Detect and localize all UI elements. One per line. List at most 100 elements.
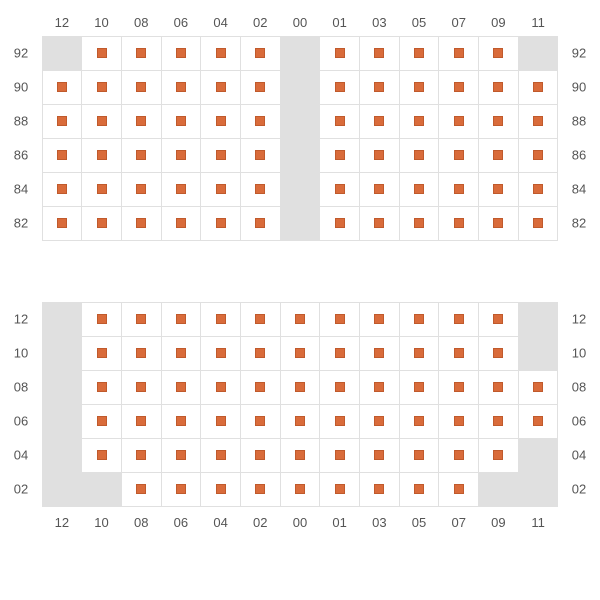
seat-cell[interactable] bbox=[81, 404, 122, 439]
seat-cell[interactable] bbox=[438, 336, 479, 371]
seat-cell[interactable] bbox=[478, 206, 519, 241]
seat-cell[interactable] bbox=[200, 70, 241, 105]
seat-cell[interactable] bbox=[478, 404, 519, 439]
seat-cell[interactable] bbox=[240, 302, 281, 337]
seat-cell[interactable] bbox=[359, 302, 400, 337]
seat-cell[interactable] bbox=[200, 370, 241, 405]
seat-cell[interactable] bbox=[359, 206, 400, 241]
seat-cell[interactable] bbox=[518, 104, 559, 139]
seat-cell[interactable] bbox=[399, 370, 440, 405]
seat-cell[interactable] bbox=[518, 206, 559, 241]
seat-cell[interactable] bbox=[359, 472, 400, 507]
seat-cell[interactable] bbox=[478, 370, 519, 405]
seat-cell[interactable] bbox=[280, 336, 321, 371]
seat-cell[interactable] bbox=[438, 36, 479, 71]
seat-cell[interactable] bbox=[42, 70, 83, 105]
seat-cell[interactable] bbox=[359, 336, 400, 371]
seat-cell[interactable] bbox=[81, 336, 122, 371]
seat-cell[interactable] bbox=[161, 302, 202, 337]
seat-cell[interactable] bbox=[399, 206, 440, 241]
seat-cell[interactable] bbox=[280, 370, 321, 405]
seat-cell[interactable] bbox=[240, 104, 281, 139]
seat-cell[interactable] bbox=[81, 206, 122, 241]
seat-cell[interactable] bbox=[518, 138, 559, 173]
seat-cell[interactable] bbox=[200, 404, 241, 439]
seat-cell[interactable] bbox=[438, 302, 479, 337]
seat-cell[interactable] bbox=[161, 472, 202, 507]
seat-cell[interactable] bbox=[319, 206, 360, 241]
seat-cell[interactable] bbox=[121, 404, 162, 439]
seat-cell[interactable] bbox=[478, 36, 519, 71]
seat-cell[interactable] bbox=[518, 70, 559, 105]
seat-cell[interactable] bbox=[399, 472, 440, 507]
seat-cell[interactable] bbox=[319, 472, 360, 507]
seat-cell[interactable] bbox=[399, 104, 440, 139]
seat-cell[interactable] bbox=[438, 472, 479, 507]
seat-cell[interactable] bbox=[161, 206, 202, 241]
seat-cell[interactable] bbox=[121, 370, 162, 405]
seat-cell[interactable] bbox=[399, 438, 440, 473]
seat-cell[interactable] bbox=[359, 370, 400, 405]
seat-cell[interactable] bbox=[240, 404, 281, 439]
seat-cell[interactable] bbox=[438, 138, 479, 173]
seat-cell[interactable] bbox=[359, 36, 400, 71]
seat-cell[interactable] bbox=[359, 404, 400, 439]
seat-cell[interactable] bbox=[280, 404, 321, 439]
seat-cell[interactable] bbox=[280, 302, 321, 337]
seat-cell[interactable] bbox=[200, 104, 241, 139]
seat-cell[interactable] bbox=[81, 370, 122, 405]
seat-cell[interactable] bbox=[359, 138, 400, 173]
seat-cell[interactable] bbox=[121, 438, 162, 473]
seat-cell[interactable] bbox=[319, 104, 360, 139]
seat-cell[interactable] bbox=[399, 172, 440, 207]
seat-cell[interactable] bbox=[81, 70, 122, 105]
seat-cell[interactable] bbox=[319, 370, 360, 405]
seat-cell[interactable] bbox=[121, 70, 162, 105]
seat-cell[interactable] bbox=[42, 104, 83, 139]
seat-cell[interactable] bbox=[240, 370, 281, 405]
seat-cell[interactable] bbox=[42, 138, 83, 173]
seat-cell[interactable] bbox=[81, 302, 122, 337]
seat-cell[interactable] bbox=[399, 36, 440, 71]
seat-cell[interactable] bbox=[121, 104, 162, 139]
seat-cell[interactable] bbox=[399, 302, 440, 337]
seat-cell[interactable] bbox=[478, 104, 519, 139]
seat-cell[interactable] bbox=[518, 404, 559, 439]
seat-cell[interactable] bbox=[200, 472, 241, 507]
seat-cell[interactable] bbox=[438, 404, 479, 439]
seat-cell[interactable] bbox=[478, 70, 519, 105]
seat-cell[interactable] bbox=[319, 36, 360, 71]
seat-cell[interactable] bbox=[161, 370, 202, 405]
seat-cell[interactable] bbox=[161, 138, 202, 173]
seat-cell[interactable] bbox=[438, 438, 479, 473]
seat-cell[interactable] bbox=[399, 404, 440, 439]
seat-cell[interactable] bbox=[200, 36, 241, 71]
seat-cell[interactable] bbox=[359, 172, 400, 207]
seat-cell[interactable] bbox=[200, 138, 241, 173]
seat-cell[interactable] bbox=[438, 172, 479, 207]
seat-cell[interactable] bbox=[399, 70, 440, 105]
seat-cell[interactable] bbox=[478, 172, 519, 207]
seat-cell[interactable] bbox=[240, 472, 281, 507]
seat-cell[interactable] bbox=[200, 302, 241, 337]
seat-cell[interactable] bbox=[478, 138, 519, 173]
seat-cell[interactable] bbox=[161, 404, 202, 439]
seat-cell[interactable] bbox=[161, 36, 202, 71]
seat-cell[interactable] bbox=[121, 472, 162, 507]
seat-cell[interactable] bbox=[319, 302, 360, 337]
seat-cell[interactable] bbox=[200, 206, 241, 241]
seat-cell[interactable] bbox=[161, 336, 202, 371]
seat-cell[interactable] bbox=[240, 172, 281, 207]
seat-cell[interactable] bbox=[121, 138, 162, 173]
seat-cell[interactable] bbox=[200, 336, 241, 371]
seat-cell[interactable] bbox=[319, 404, 360, 439]
seat-cell[interactable] bbox=[81, 104, 122, 139]
seat-cell[interactable] bbox=[359, 70, 400, 105]
seat-cell[interactable] bbox=[81, 172, 122, 207]
seat-cell[interactable] bbox=[200, 438, 241, 473]
seat-cell[interactable] bbox=[438, 206, 479, 241]
seat-cell[interactable] bbox=[240, 336, 281, 371]
seat-cell[interactable] bbox=[42, 206, 83, 241]
seat-cell[interactable] bbox=[200, 172, 241, 207]
seat-cell[interactable] bbox=[42, 172, 83, 207]
